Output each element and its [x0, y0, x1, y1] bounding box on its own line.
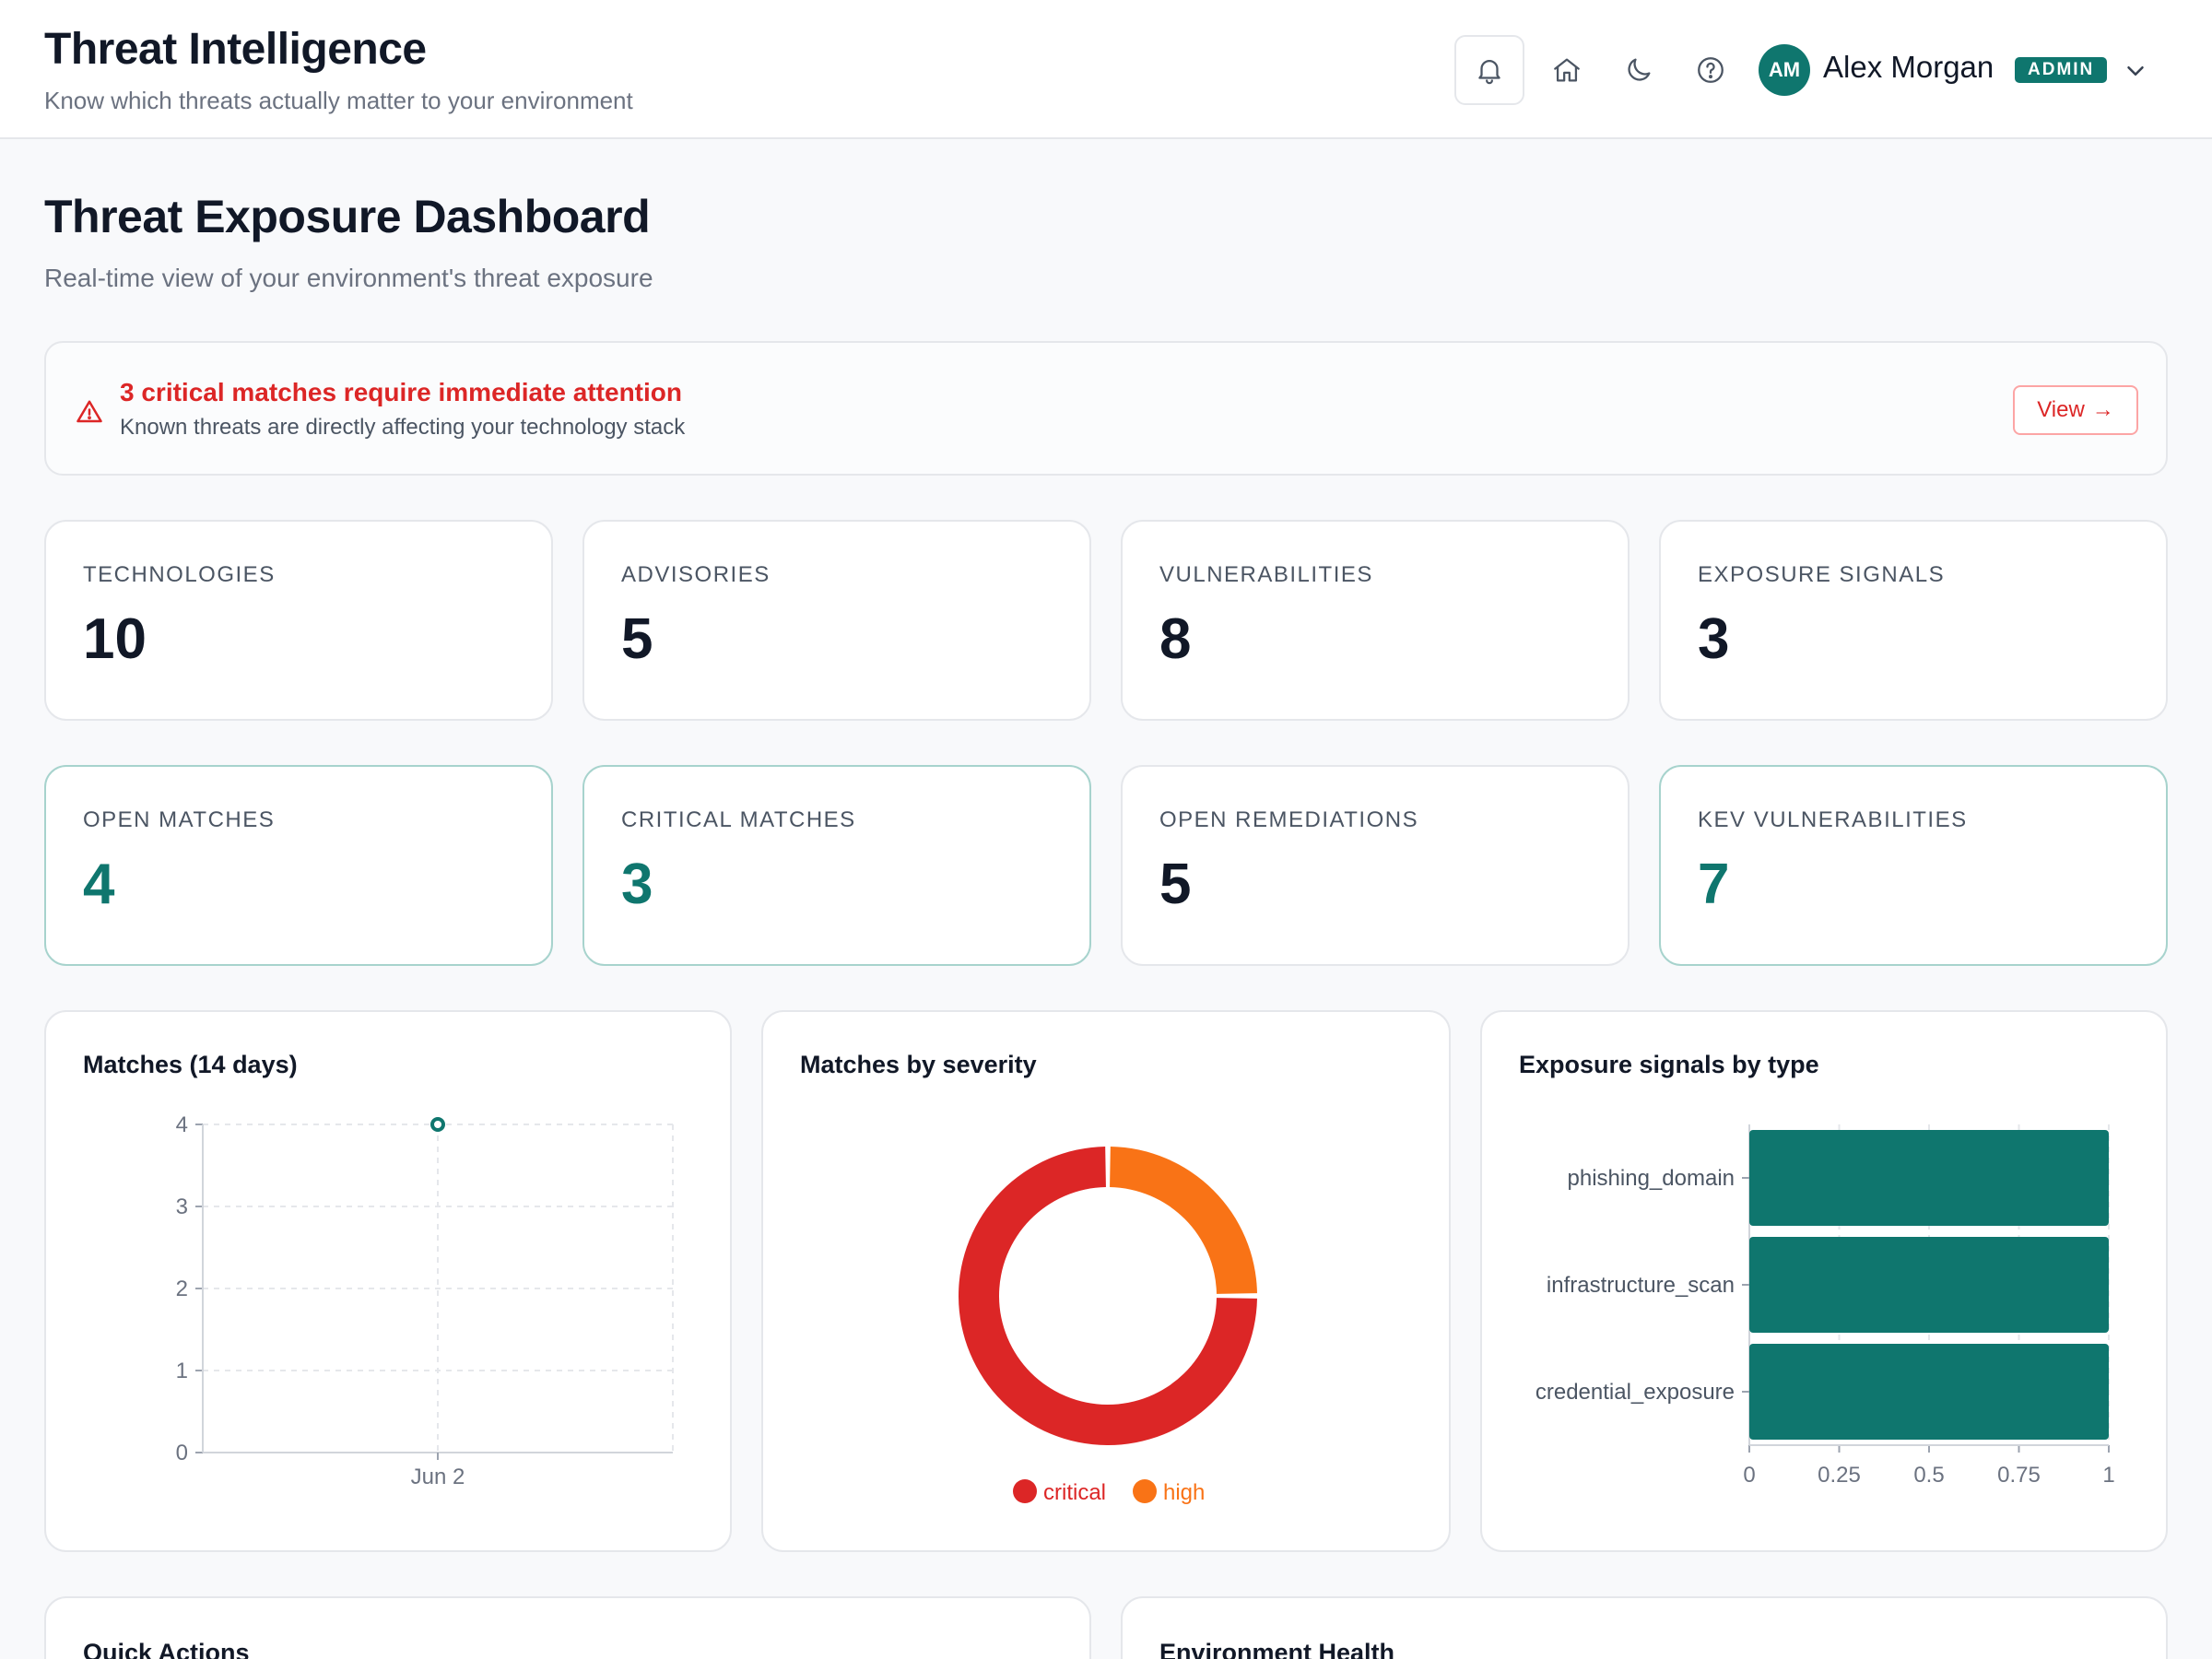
stat-value: 7 [1698, 853, 1730, 916]
y-tick-label: 2 [176, 1277, 188, 1301]
y-tick-label: phishing_domain [1568, 1166, 1735, 1191]
moon-icon [1628, 58, 1651, 81]
legend-label-critical: critical [1043, 1480, 1106, 1505]
x-tick-label: 0.5 [1913, 1463, 1944, 1488]
stat-label: EXPOSURE SIGNALS [1698, 562, 1946, 587]
page-title: Threat Exposure Dashboard [44, 191, 651, 242]
stat-card-open-remediations[interactable]: OPEN REMEDIATIONS 5 [1121, 765, 1630, 966]
app-subtitle: Know which threats actually matter to yo… [44, 87, 633, 114]
avatar[interactable]: AM [1759, 44, 1810, 96]
donut-slice-high [1110, 1147, 1257, 1294]
chart-title: Matches by severity [800, 1051, 1037, 1078]
view-button-label: View [2037, 397, 2085, 422]
environment-health-card: Environment Health [1121, 1596, 2168, 1659]
matches-chart-card: Matches (14 days) 0 1 2 3 4 Jun 2 [44, 1010, 732, 1552]
stat-value: 3 [1698, 607, 1730, 671]
y-tick-label: 0 [176, 1441, 188, 1465]
x-tick-label: 1 [2102, 1463, 2114, 1488]
signals-chart-card: Exposure signals by type 0 0.25 0.5 0.75 1 ph… [1480, 1010, 2168, 1552]
alert-title: 3 critical matches require immediate att… [120, 378, 682, 406]
help-button[interactable] [1676, 35, 1746, 105]
signals-bar-chart: 0 0.25 0.5 0.75 1 phishing_domain infrastructu… [1535, 1124, 2115, 1488]
y-tick-label: 3 [176, 1194, 188, 1219]
stat-card-open-matches[interactable]: OPEN MATCHES 4 [44, 765, 553, 966]
y-tick-label: infrastructure_scan [1547, 1273, 1735, 1298]
notifications-button[interactable] [1454, 35, 1524, 105]
stat-label: OPEN REMEDIATIONS [1159, 807, 1419, 832]
arrow-right-icon: → [2091, 397, 2114, 422]
x-tick-label: Jun 2 [411, 1465, 465, 1489]
page-subtitle: Real-time view of your environment's thr… [44, 264, 653, 292]
section-title: Environment Health [1159, 1639, 1395, 1659]
theme-toggle-button[interactable] [1604, 35, 1674, 105]
chevron-down-icon[interactable] [2122, 57, 2149, 85]
stat-value: 5 [621, 607, 653, 671]
role-badge: ADMIN [2015, 57, 2108, 83]
warning-icon [76, 400, 102, 423]
stat-label: ADVISORIES [621, 562, 771, 587]
bar-credential_exposure [1749, 1344, 2109, 1440]
view-critical-button[interactable]: View → [2013, 385, 2138, 435]
home-icon [1554, 58, 1580, 82]
stat-value: 3 [621, 853, 653, 916]
quick-actions-card: Quick Actions [44, 1596, 1091, 1659]
chart-title: Exposure signals by type [1519, 1051, 1819, 1078]
y-tick-label: 4 [176, 1112, 188, 1137]
stat-card-vulnerabilities[interactable]: VULNERABILITIES 8 [1121, 520, 1630, 721]
bar-phishing_domain [1749, 1130, 2109, 1226]
stat-card-technologies[interactable]: TECHNOLOGIES 10 [44, 520, 553, 721]
bell-icon [1478, 60, 1500, 85]
critical-alert-banner: 3 critical matches require immediate att… [44, 341, 2168, 476]
x-tick-label: 0 [1743, 1463, 1755, 1488]
stat-card-exposure-signals[interactable]: EXPOSURE SIGNALS 3 [1659, 520, 2168, 721]
x-tick-label: 0.75 [1997, 1463, 2041, 1488]
home-button[interactable] [1532, 35, 1602, 105]
stat-value: 8 [1159, 607, 1192, 671]
legend-swatch-high [1133, 1479, 1157, 1503]
y-tick-label: credential_exposure [1535, 1380, 1735, 1405]
app-title: Threat Intelligence [44, 25, 427, 74]
stat-label: VULNERABILITIES [1159, 562, 1373, 587]
y-tick-label: 1 [176, 1359, 188, 1383]
stat-label: OPEN MATCHES [83, 807, 276, 832]
legend-label-high: high [1163, 1480, 1205, 1505]
chart-title: Matches (14 days) [83, 1051, 298, 1078]
x-tick-label: 0.25 [1818, 1463, 1861, 1488]
alert-text: Known threats are directly affecting you… [120, 415, 686, 440]
matches-line-chart: 0 1 2 3 4 Jun 2 [176, 1112, 674, 1489]
data-point [430, 1117, 445, 1132]
stat-label: KEV VULNERABILITIES [1698, 807, 1968, 832]
bar-infrastructure_scan [1749, 1237, 2109, 1333]
help-icon [1698, 57, 1724, 83]
stat-card-kev-vulnerabilities[interactable]: KEV VULNERABILITIES 7 [1659, 765, 2168, 966]
stat-label: TECHNOLOGIES [83, 562, 276, 587]
stat-value: 10 [83, 607, 147, 671]
severity-donut-chart: critical high [959, 1147, 1257, 1505]
severity-chart-card: Matches by severity critical high [761, 1010, 1451, 1552]
stat-value: 5 [1159, 853, 1192, 916]
legend-swatch-critical [1013, 1479, 1037, 1503]
stat-card-advisories[interactable]: ADVISORIES 5 [582, 520, 1091, 721]
user-name[interactable]: Alex Morgan [1823, 50, 1994, 84]
stat-label: CRITICAL MATCHES [621, 807, 856, 832]
top-bar: Threat Intelligence Know which threats a… [0, 0, 2212, 139]
stat-card-critical-matches[interactable]: CRITICAL MATCHES 3 [582, 765, 1091, 966]
section-title: Quick Actions [83, 1639, 250, 1659]
stat-value: 4 [83, 853, 115, 916]
